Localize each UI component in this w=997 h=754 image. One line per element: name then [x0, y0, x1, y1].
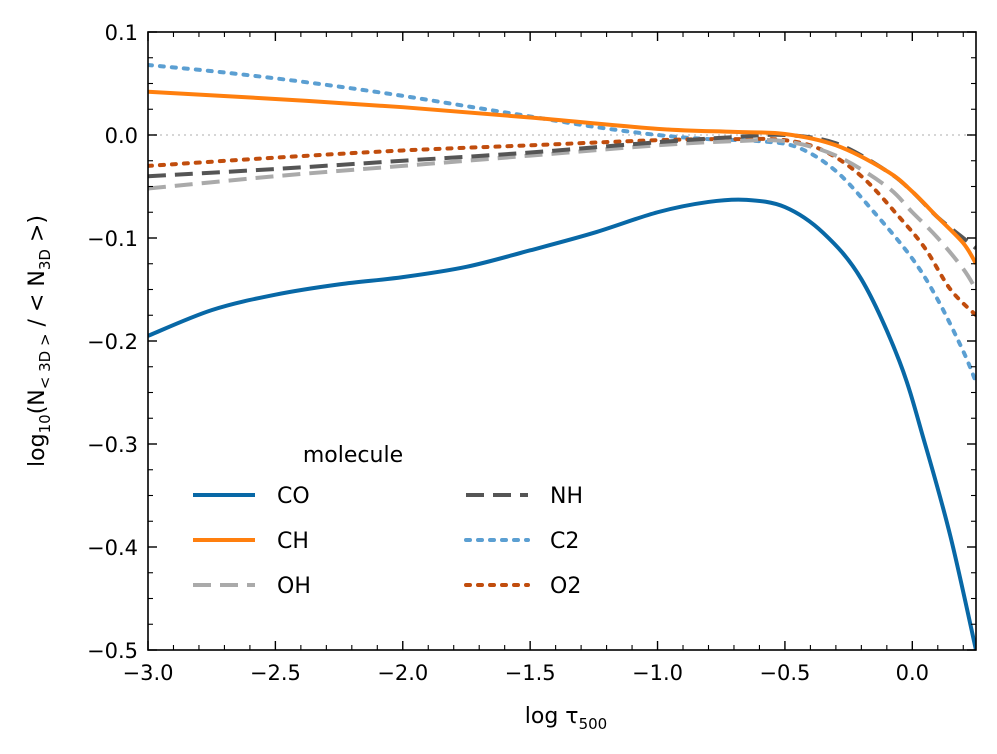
y-axis-title-prefix-sub: 10	[36, 414, 54, 433]
x-tick-label: −0.5	[759, 661, 810, 685]
legend-title: molecule	[303, 443, 403, 468]
legend-entry-nh: NH	[466, 484, 583, 509]
y-tick-label: −0.4	[87, 536, 138, 560]
legend-label-ch: CH	[277, 529, 309, 554]
y-axis-title-prefix: log	[25, 433, 50, 467]
y-tick-label: −0.5	[87, 639, 138, 663]
y-axis-title-num-sub: < 3D >	[36, 333, 54, 389]
legend-label-c2: C2	[550, 529, 579, 554]
x-axis-title: log τ500	[525, 704, 607, 733]
x-tick-label: 0.0	[896, 661, 929, 685]
x-tick-label: −1.5	[505, 661, 556, 685]
y-axis-title: log10(N< 3D > / < N3D >)	[25, 215, 54, 467]
x-tick-label: −2.5	[250, 661, 301, 685]
legend: molecule CO CH OH NH C2 O2	[193, 443, 583, 599]
legend-label-co: CO	[277, 484, 310, 509]
y-axis-title-den-sub: 3D	[36, 249, 54, 270]
plot-frame	[147, 31, 977, 651]
y-tick-label: 0.1	[105, 21, 138, 45]
series-line-o2	[148, 136, 976, 318]
y-tick-label: −0.1	[87, 227, 138, 251]
legend-entry-oh: OH	[193, 574, 311, 599]
series-layer	[148, 62, 976, 650]
y-tick-label: −0.2	[87, 330, 138, 354]
x-tick-label: −1.0	[632, 661, 683, 685]
y-axis-title-mid: / < N	[25, 270, 50, 333]
y-tick-label: 0.0	[105, 124, 138, 148]
legend-entry-c2: C2	[464, 529, 579, 554]
y-axis-title-open: (N	[25, 389, 50, 414]
legend-label-nh: NH	[550, 484, 583, 509]
legend-entry-o2: O2	[464, 574, 581, 599]
tick-layer: −3.0 −2.5 −2.0 −1.5 −1.0 −0.5 0.0 0.1 0.0 −0.1 −0.…	[87, 21, 976, 685]
series-line-oh	[148, 137, 976, 291]
legend-items: CO CH OH NH C2 O2	[193, 484, 583, 599]
legend-label-oh: OH	[277, 574, 311, 599]
x-tick-label: −3.0	[123, 661, 174, 685]
legend-label-o2: O2	[550, 574, 581, 599]
series-line-c2	[148, 62, 976, 385]
series-line-co	[148, 197, 976, 650]
y-axis-title-close: >)	[25, 215, 50, 249]
series-line-ch	[148, 89, 976, 265]
x-axis-title-sub: 500	[579, 715, 608, 733]
x-axis-title-main: log τ	[525, 704, 579, 729]
y-tick-label: −0.3	[87, 433, 138, 457]
legend-entry-ch: CH	[193, 529, 309, 554]
legend-entry-co: CO	[193, 484, 310, 509]
x-tick-label: −2.0	[377, 661, 428, 685]
